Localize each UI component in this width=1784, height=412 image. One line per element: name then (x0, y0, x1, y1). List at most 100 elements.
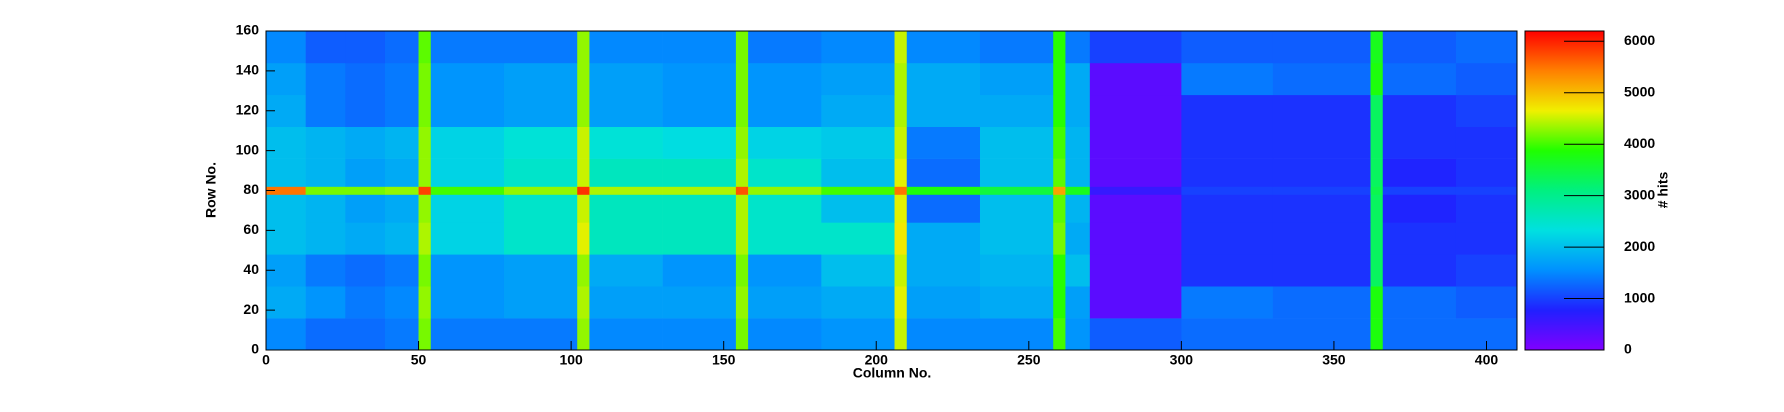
x-tick-label: 400 (1475, 352, 1499, 368)
heatmap-cell (577, 286, 590, 319)
heatmap-cell (577, 194, 590, 223)
heatmap-cell (821, 126, 895, 159)
heatmap-cell (1089, 286, 1182, 319)
heatmap-cell (906, 126, 981, 159)
y-tick-label: 60 (243, 221, 259, 237)
heatmap-cell (906, 254, 981, 287)
x-tick-label: 350 (1322, 352, 1346, 368)
heatmap-cell (577, 254, 590, 287)
heatmap-cell (1370, 94, 1384, 127)
heatmap-cell (1089, 318, 1182, 351)
heatmap-cell (979, 194, 1054, 223)
y-tick-label: 40 (243, 261, 259, 277)
heatmap-cell (894, 194, 908, 223)
heatmap-cell (418, 318, 432, 351)
heatmap-cell (906, 222, 981, 255)
x-tick-label: 0 (262, 352, 270, 368)
heatmap-cell (345, 318, 386, 351)
heatmap-cell (384, 318, 419, 351)
heatmap-cell (1181, 158, 1274, 187)
heatmap-cell (979, 254, 1054, 287)
heatmap-cell (979, 222, 1054, 255)
heatmap-cell (1455, 254, 1518, 287)
heatmap-cell (1065, 286, 1091, 319)
heatmap-cell (735, 158, 749, 187)
heatmap-cell (577, 222, 590, 255)
heatmap-cell (662, 62, 737, 96)
y-tick-label: 0 (251, 341, 259, 357)
heatmap-cell (1089, 194, 1182, 223)
heatmap-cell (1065, 126, 1091, 159)
x-axis-label: Column No. (853, 365, 932, 381)
heatmap-cell (1455, 222, 1518, 255)
heatmap-cell (748, 126, 822, 159)
heatmap-cell (503, 158, 578, 187)
heatmap-cell (503, 94, 578, 127)
heatmap-cell (266, 158, 306, 187)
heatmap-cell (979, 286, 1054, 319)
colorbar-tick-label: 3000 (1624, 186, 1655, 202)
heatmap-cell (1181, 94, 1274, 127)
heatmap-cell (418, 158, 432, 187)
heatmap-cell (589, 62, 663, 96)
heatmap-cell (1065, 94, 1091, 127)
heatmap-cell (1382, 194, 1457, 223)
heatmap-cell (589, 94, 663, 127)
heatmap-cell (345, 158, 386, 187)
heatmap-cell (1181, 186, 1274, 195)
heatmap-cell (1089, 158, 1182, 187)
heatmap-cell (1089, 94, 1182, 127)
heatmap-cell (662, 222, 737, 255)
heatmap-cell (503, 194, 578, 223)
heatmap-cell (821, 62, 895, 96)
heatmap-cell (1272, 222, 1371, 255)
heatmap-cell (1272, 254, 1371, 287)
heatmap-cell (430, 254, 505, 287)
heatmap-cell (305, 158, 346, 187)
heatmap-cell (735, 194, 749, 223)
heatmap-cell (1455, 158, 1518, 187)
heatmap-cell (384, 126, 419, 159)
heatmap-cell (384, 286, 419, 319)
heatmap-cell (894, 31, 908, 64)
heatmap-cell (906, 286, 981, 319)
heatmap-cell (1382, 318, 1457, 351)
heatmap-cell (266, 31, 306, 64)
heatmap-cell (735, 318, 749, 351)
heatmap-cell (735, 94, 749, 127)
heatmap-cell (1272, 186, 1371, 195)
heatmap-cell (577, 126, 590, 159)
y-tick-label: 100 (236, 141, 260, 157)
heatmap-cell (1455, 94, 1518, 127)
colorbar-tick-label: 6000 (1624, 32, 1655, 48)
heatmap-cell (1455, 62, 1518, 96)
x-tick-label: 300 (1170, 352, 1194, 368)
heatmap-cell (503, 62, 578, 96)
heatmap-cell (1272, 194, 1371, 223)
heatmap-cell (430, 318, 505, 351)
heatmap-cell (266, 126, 306, 159)
heatmap-cell (345, 286, 386, 319)
heatmap-cell (430, 31, 505, 64)
heatmap-cell (430, 194, 505, 223)
heatmap-cell (894, 254, 908, 287)
heatmap-cell (1181, 286, 1274, 319)
heatmap-cell (662, 94, 737, 127)
heatmap-cell (266, 62, 306, 96)
heatmap-cell (577, 318, 590, 351)
heatmap-cell (1382, 62, 1457, 96)
heatmap-cell (418, 222, 432, 255)
heatmap-cell (1272, 318, 1371, 351)
heatmap-cell (1370, 158, 1384, 187)
heatmap-cell (589, 158, 663, 187)
heatmap-cell (1455, 286, 1518, 319)
heatmap-cell (1181, 31, 1274, 64)
heatmap-cell (979, 126, 1054, 159)
heatmap-cell (735, 254, 749, 287)
heatmap-cell (748, 94, 822, 127)
heatmap-cell (1089, 186, 1182, 195)
heatmap-cell (748, 286, 822, 319)
y-tick-label: 80 (243, 181, 259, 197)
heatmap-cell (821, 318, 895, 351)
heatmap-cell (1053, 222, 1066, 255)
